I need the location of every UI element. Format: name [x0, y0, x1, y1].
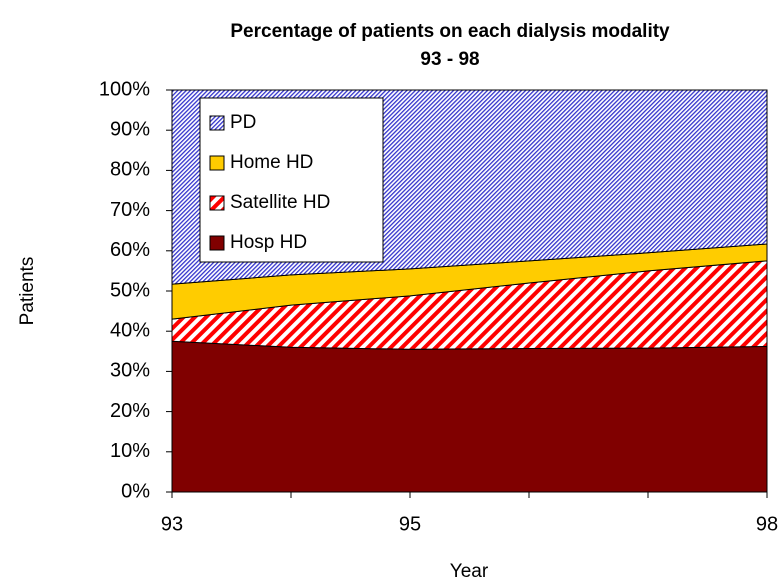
- legend-label: Hosp HD: [230, 232, 307, 253]
- legend-box: [199, 97, 384, 263]
- y-tick-label: 100%: [99, 78, 150, 100]
- legend-label: PD: [230, 112, 256, 133]
- y-tick-label: 80%: [110, 159, 150, 181]
- y-tick-label: 0%: [121, 480, 150, 502]
- x-tick-label: 98: [756, 513, 778, 535]
- y-tick-label: 70%: [110, 199, 150, 221]
- y-tick-label: 40%: [110, 319, 150, 341]
- chart-subtitle: 93 - 98: [420, 49, 479, 70]
- legend-swatch: [209, 235, 225, 251]
- legend-swatch: [209, 195, 225, 211]
- y-tick-label: 50%: [110, 279, 150, 301]
- y-tick-label: 60%: [110, 239, 150, 261]
- y-tick-label: 30%: [110, 360, 150, 382]
- x-tick-label: 95: [399, 513, 421, 535]
- chart-title: Percentage of patients on each dialysis …: [230, 21, 670, 42]
- y-tick-label: 20%: [110, 400, 150, 422]
- y-tick-label: 90%: [110, 118, 150, 140]
- area: [171, 340, 768, 493]
- y-axis-title: Patients: [17, 257, 38, 326]
- legend-label: Satellite HD: [230, 192, 330, 213]
- x-tick-label: 93: [161, 513, 183, 535]
- legend-swatch: [209, 155, 225, 171]
- legend-label: Home HD: [230, 152, 313, 173]
- x-axis-title: Year: [450, 561, 489, 582]
- y-tick-label: 10%: [110, 440, 150, 462]
- legend-swatch: [209, 115, 225, 131]
